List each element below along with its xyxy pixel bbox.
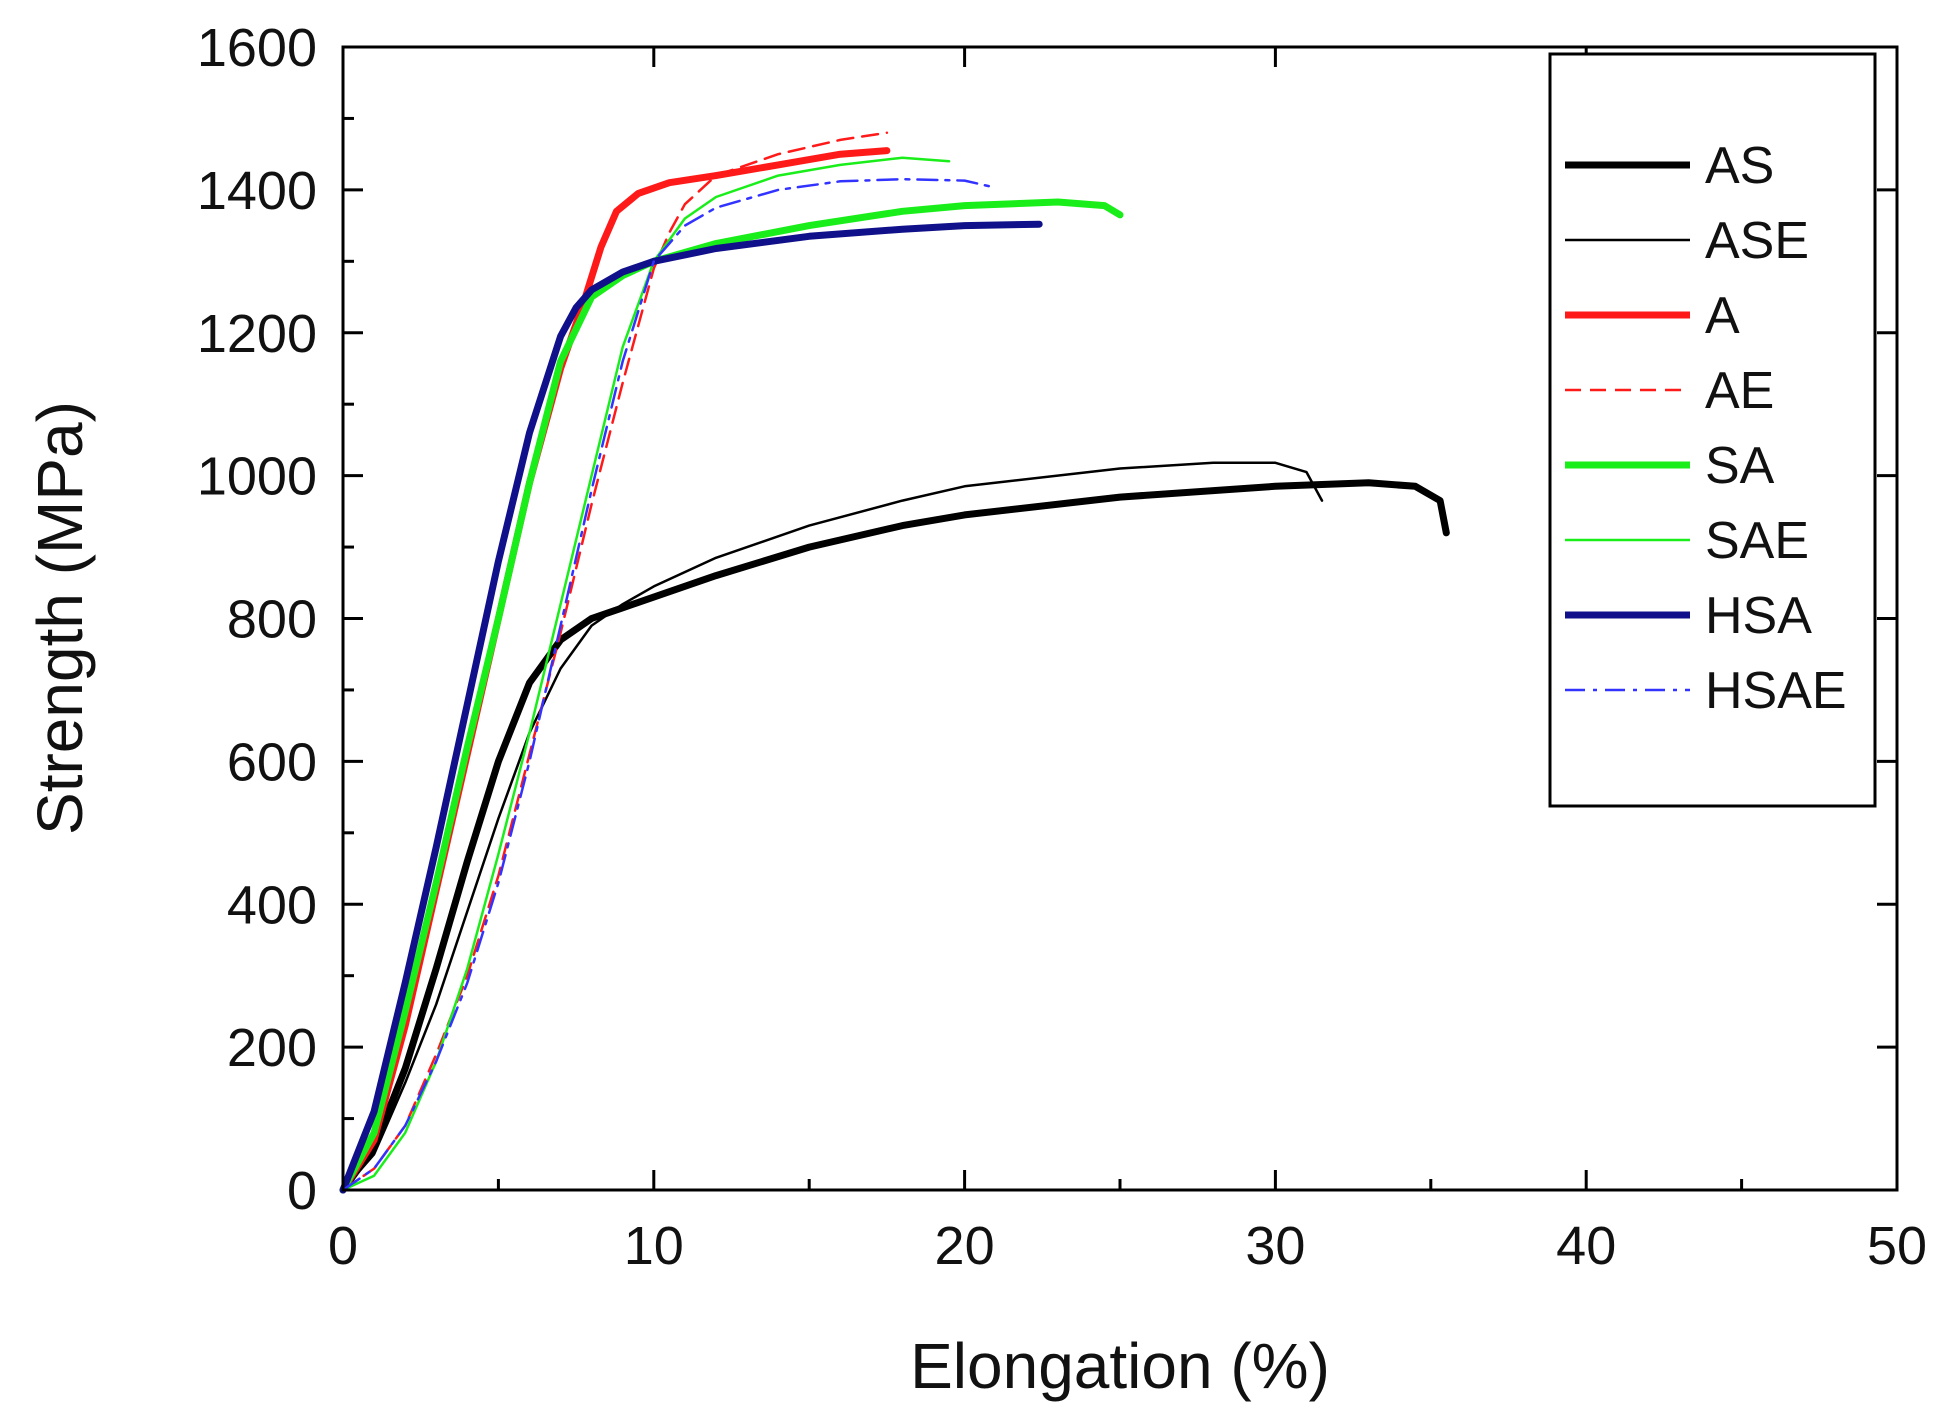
series-line-sa (339, 198, 1124, 1194)
x-tick-label: 20 (935, 1216, 995, 1276)
x-axis-title: Elongation (%) (910, 1330, 1330, 1402)
legend: AS ASE A AE SA SAE HSA HSAE (1548, 52, 1877, 808)
series-line-hsa (339, 220, 1043, 1194)
series-line-sae (341, 156, 951, 1192)
legend-label-sae: SAE (1705, 512, 1809, 570)
y-tick-label: 1600 (197, 18, 317, 78)
axis-tick-labels: 0 10 20 30 40 50 0 200 400 600 800 1000 1200 1400 1600 (197, 18, 1927, 1276)
x-tick-label: 0 (328, 1216, 358, 1276)
legend-label-sa: SA (1705, 437, 1775, 495)
y-tick-label: 200 (227, 1018, 317, 1078)
y-axis-title: Strength (MPa) (24, 401, 96, 835)
legend-label-ase: ASE (1705, 212, 1809, 270)
y-tick-label: 1200 (197, 304, 317, 364)
series-line-ase (341, 461, 1324, 1192)
legend-items: AS ASE A AE SA SAE HSA HSAE (1565, 137, 1847, 720)
legend-label-hsae: HSAE (1705, 662, 1847, 720)
legend-label-a: A (1705, 287, 1740, 345)
y-tick-label: 0 (287, 1161, 317, 1221)
plot-series (339, 131, 1450, 1194)
legend-label-hsa: HSA (1705, 587, 1812, 645)
y-tick-label: 1400 (197, 161, 317, 221)
y-tick-label: 1000 (197, 447, 317, 507)
legend-box (1548, 52, 1877, 808)
legend-label-as: AS (1705, 137, 1774, 195)
y-tick-label: 600 (227, 732, 317, 792)
series-line-ae (341, 131, 889, 1192)
series-line-as (339, 479, 1450, 1194)
x-tick-label: 40 (1556, 1216, 1616, 1276)
series-line-hsae (341, 177, 991, 1192)
y-tick-label: 800 (227, 590, 317, 650)
x-tick-label: 30 (1245, 1216, 1305, 1276)
y-tick-label: 400 (227, 875, 317, 935)
x-tick-label: 10 (624, 1216, 684, 1276)
legend-label-ae: AE (1705, 362, 1774, 420)
x-tick-label: 50 (1867, 1216, 1927, 1276)
